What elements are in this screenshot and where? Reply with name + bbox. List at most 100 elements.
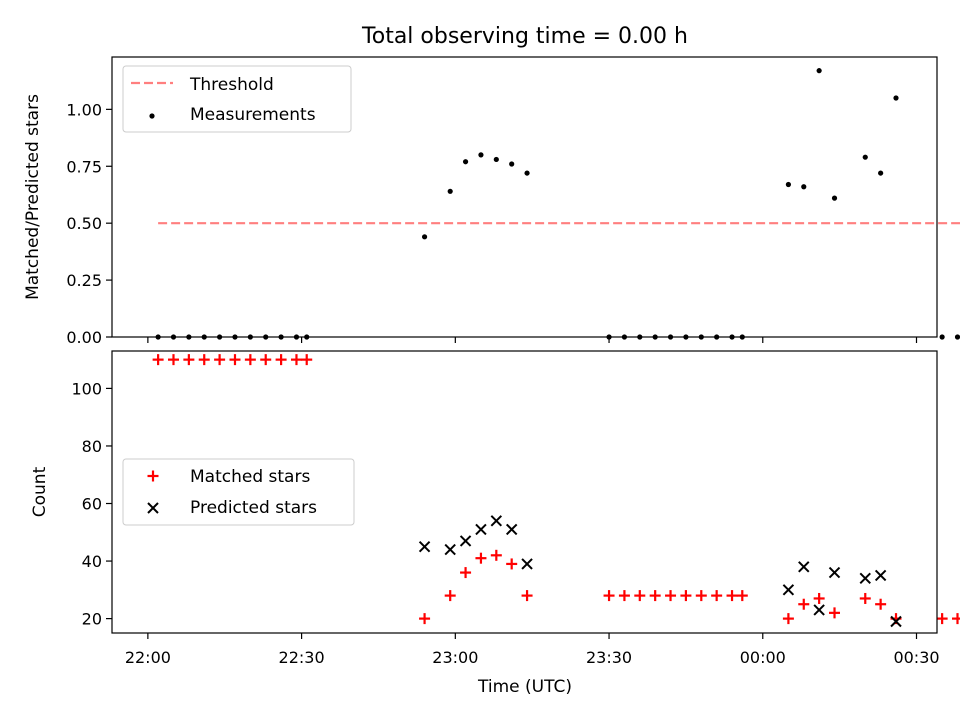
bottom-y-tick-label: 60 — [82, 495, 102, 514]
cross-b — [521, 558, 533, 570]
measurement-point — [939, 334, 945, 340]
measurement-point — [831, 195, 838, 201]
predicted-star-point — [798, 561, 810, 573]
matched-star-point — [475, 552, 487, 564]
matched-star-point — [726, 590, 738, 602]
predicted-star-point — [813, 604, 825, 616]
measurement-point — [447, 188, 453, 194]
bottom-x-tick-label: 23:30 — [586, 648, 632, 667]
bottom-legend-box — [122, 458, 355, 526]
predicted-star-point — [490, 515, 503, 527]
cross-b — [798, 561, 810, 573]
bottom-y-axis-label: Count — [30, 466, 50, 517]
cross-b — [782, 584, 795, 596]
matched-star-point — [521, 590, 533, 602]
bottom-x-tick-label: 22:30 — [279, 648, 325, 667]
cross-b — [475, 523, 487, 536]
measurement-point — [493, 156, 499, 163]
top-y-tick-label: 0.50 — [66, 214, 102, 233]
matched-star-point — [736, 590, 748, 602]
measurement-point — [893, 95, 899, 101]
bottom-legend: Matched stars Predicted stars — [122, 458, 355, 526]
cross-b — [459, 535, 472, 547]
matched-star-point — [951, 613, 960, 625]
bottom-y-tick-label: 80 — [82, 437, 102, 456]
predicted-star-point — [459, 535, 472, 547]
matched-star-point — [665, 590, 677, 602]
matched-star-point — [244, 354, 256, 366]
bottom-y-tick-label: 100 — [71, 379, 102, 398]
top-plot: 0.00 0.25 0.50 0.75 1.00 Threshold Measurement… — [66, 56, 960, 347]
matched-star-point — [229, 354, 241, 366]
bottom-x-tick-label: 00:30 — [893, 648, 939, 667]
predicted-star-point — [444, 543, 456, 556]
bottom-y-tick-label: 40 — [82, 552, 102, 571]
matched-star-point — [829, 607, 841, 619]
matched-star-point — [603, 590, 615, 602]
matched-star-point — [813, 592, 825, 604]
cross-b — [890, 615, 902, 628]
matched-star-point — [198, 354, 210, 366]
measurement-point — [785, 181, 791, 188]
legend-matched-swatch — [147, 470, 159, 482]
measurement-point — [421, 234, 428, 240]
predicted-star-point — [521, 558, 533, 570]
legend-predicted-label: Predicted stars — [190, 498, 317, 518]
top-y-tick-label: 0.00 — [66, 328, 102, 347]
matched-star-point — [634, 590, 646, 602]
cross-b — [444, 543, 456, 556]
bottom-x-tick-label: 23:00 — [432, 648, 478, 667]
cross-b — [505, 523, 518, 536]
measurement-point — [462, 159, 469, 165]
matched-star-point — [649, 590, 661, 602]
bottom-x-tick-label: 22:00 — [125, 648, 171, 667]
x-axis-label: Time (UTC) — [477, 677, 572, 697]
legend-measurement-swatch — [149, 113, 155, 119]
matched-star-point — [680, 590, 692, 602]
predicted-star-point — [505, 523, 518, 536]
matched-star-point — [152, 354, 164, 366]
top-plot-frame — [111, 56, 938, 338]
matched-star-point — [490, 549, 502, 561]
legend-measurements-label: Measurements — [190, 105, 316, 125]
bottom-plot: 20 40 60 80 100 22:00 22:30 23:00 23:30 00:00 00:3… — [71, 350, 960, 667]
top-y-tick-label: 0.75 — [66, 157, 102, 176]
cross-b — [490, 515, 503, 527]
matched-star-point — [260, 354, 272, 366]
predicted-star-point — [859, 572, 871, 585]
measurement-point — [862, 154, 868, 160]
matched-star-point — [506, 558, 518, 570]
bottom-plot-frame — [111, 350, 938, 634]
top-legend-box — [122, 65, 352, 133]
matched-star-point — [618, 590, 630, 602]
matched-star-point — [798, 598, 810, 610]
matched-star-point — [695, 590, 707, 602]
legend-matched-label: Matched stars — [190, 467, 310, 487]
matched-star-point — [782, 613, 794, 625]
predicted-star-point — [874, 569, 887, 582]
predicted-star-point — [890, 615, 902, 628]
matched-star-point — [214, 354, 226, 366]
matched-star-point — [290, 354, 302, 366]
bottom-x-tick-label: 00:00 — [740, 648, 786, 667]
matched-star-point — [460, 567, 472, 579]
measurement-point — [816, 68, 822, 74]
legend-predicted-swatch — [147, 502, 159, 514]
bottom-y-tick-label: 20 — [82, 610, 102, 629]
chart-title: Total observing time = 0.00 h — [361, 24, 688, 49]
measurement-point — [801, 184, 807, 190]
top-y-tick-label: 1.00 — [66, 100, 102, 119]
cross-b — [874, 569, 887, 582]
measurement-point — [878, 170, 884, 176]
predicted-star-point — [828, 566, 841, 579]
cross-b — [147, 502, 159, 514]
top-y-tick-label: 0.25 — [66, 271, 102, 290]
predicted-star-point — [475, 523, 487, 536]
measurement-point — [478, 152, 484, 158]
cross-b — [418, 540, 431, 553]
matched-star-point — [301, 354, 313, 366]
measurement-point — [954, 334, 960, 340]
matched-star-point — [875, 598, 887, 610]
measurement-point — [524, 170, 530, 176]
